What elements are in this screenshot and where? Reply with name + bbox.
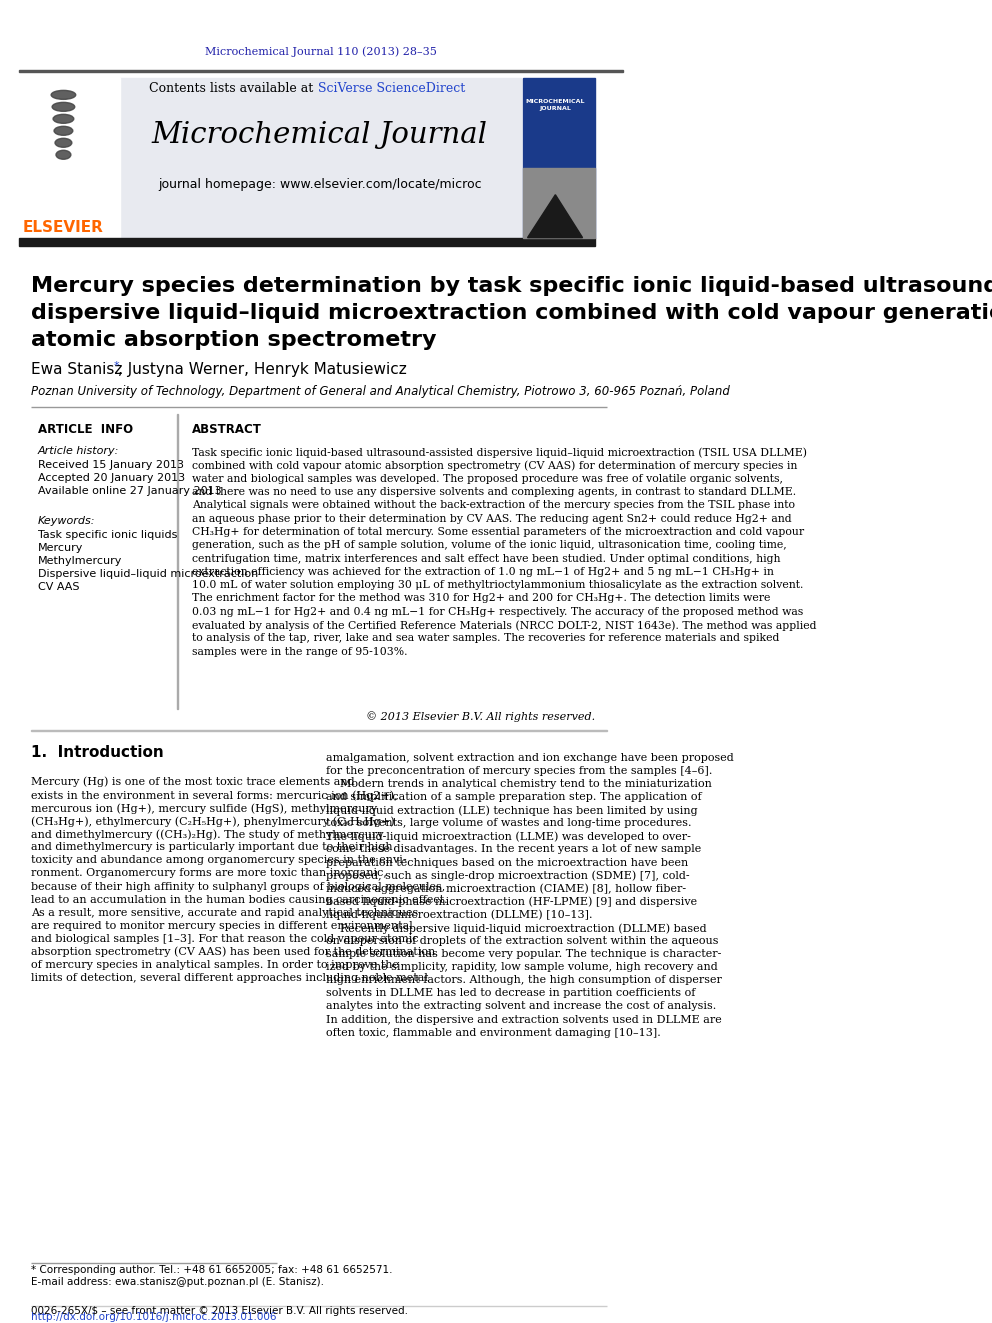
Bar — [523, 78, 595, 238]
Text: As a result, more sensitive, accurate and rapid analytical techniques: As a result, more sensitive, accurate an… — [31, 908, 419, 918]
Text: toxicity and abundance among organomercury species in the envi-: toxicity and abundance among organomercu… — [31, 856, 407, 865]
Text: toxic solvents, large volume of wastes and long-time procedures.: toxic solvents, large volume of wastes a… — [326, 819, 691, 828]
Text: and there was no need to use any dispersive solvents and complexing agents, in c: and there was no need to use any dispers… — [191, 487, 796, 497]
Text: (CH₃Hg+), ethylmercury (C₂H₅Hg+), phenylmercury (C₆H₅Hg+): (CH₃Hg+), ethylmercury (C₂H₅Hg+), phenyl… — [31, 816, 395, 827]
Bar — [20, 78, 120, 238]
Text: because of their high affinity to sulphanyl groups of biological molecules,: because of their high affinity to sulpha… — [31, 881, 445, 892]
Text: SciVerse ScienceDirect: SciVerse ScienceDirect — [318, 82, 465, 95]
Text: absorption spectrometry (CV AAS) has been used for the determination: absorption spectrometry (CV AAS) has bee… — [31, 947, 435, 958]
Text: 10.0 mL of water solution employing 30 μL of methyltrioctylammonium thiosalicyla: 10.0 mL of water solution employing 30 μ… — [191, 581, 803, 590]
Bar — [523, 168, 595, 238]
Text: 0026-265X/$ – see front matter © 2013 Elsevier B.V. All rights reserved.: 0026-265X/$ – see front matter © 2013 El… — [31, 1306, 408, 1316]
Text: Article history:: Article history: — [38, 446, 119, 456]
Text: Task specific ionic liquid-based ultrasound-assisted dispersive liquid–liquid mi: Task specific ionic liquid-based ultraso… — [191, 447, 806, 458]
Text: amalgamation, solvent extraction and ion exchange have been proposed: amalgamation, solvent extraction and ion… — [326, 753, 734, 763]
Text: ABSTRACT: ABSTRACT — [191, 423, 262, 435]
Text: for the preconcentration of mercury species from the samples [4–6].: for the preconcentration of mercury spec… — [326, 766, 712, 777]
Text: CV AAS: CV AAS — [38, 582, 79, 593]
Text: ELSEVIER: ELSEVIER — [23, 220, 104, 235]
Text: Task specific ionic liquids: Task specific ionic liquids — [38, 531, 177, 540]
Ellipse shape — [54, 114, 73, 123]
Text: limits of detection, several different approaches including noble metal: limits of detection, several different a… — [31, 974, 428, 983]
Bar — [120, 78, 521, 238]
Bar — [20, 238, 595, 246]
Text: of mercury species in analytical samples. In order to improve the: of mercury species in analytical samples… — [31, 960, 399, 970]
Text: CH₃Hg+ for determination of total mercury. Some essential parameters of the micr: CH₃Hg+ for determination of total mercur… — [191, 527, 804, 537]
Text: are required to monitor mercury species in different environmental: are required to monitor mercury species … — [31, 921, 413, 931]
Text: and dimethylmercury ((CH₃)₂Hg). The study of methylmercury: and dimethylmercury ((CH₃)₂Hg). The stud… — [31, 830, 384, 840]
Text: Keywords:: Keywords: — [38, 516, 95, 527]
Bar — [20, 70, 623, 71]
Text: In addition, the dispersive and extraction solvents used in DLLME are: In addition, the dispersive and extracti… — [326, 1015, 722, 1024]
Text: * Corresponding author. Tel.: +48 61 6652005; fax: +48 61 6652571.: * Corresponding author. Tel.: +48 61 665… — [31, 1265, 393, 1275]
Text: The liquid-liquid microextraction (LLME) was developed to over-: The liquid-liquid microextraction (LLME)… — [326, 831, 691, 841]
Text: centrifugation time, matrix interferences and salt effect have been studied. Und: centrifugation time, matrix interference… — [191, 553, 780, 564]
Text: liquid-liquid microextraction (DLLME) [10–13].: liquid-liquid microextraction (DLLME) [1… — [326, 910, 593, 921]
Text: atomic absorption spectrometry: atomic absorption spectrometry — [31, 329, 436, 349]
Text: 1.  Introduction: 1. Introduction — [31, 745, 164, 761]
Text: Received 15 January 2013: Received 15 January 2013 — [38, 460, 184, 470]
Text: Dispersive liquid–liquid microextraction: Dispersive liquid–liquid microextraction — [38, 569, 258, 579]
Text: *: * — [114, 361, 120, 372]
Text: Analytical signals were obtained without the back-extraction of the mercury spec: Analytical signals were obtained without… — [191, 500, 795, 511]
Text: Mercury: Mercury — [38, 544, 83, 553]
Text: extraction efficiency was achieved for the extraction of 1.0 ng mL−1 of Hg2+ and: extraction efficiency was achieved for t… — [191, 566, 774, 577]
Text: MICROCHEMICAL
JOURNAL: MICROCHEMICAL JOURNAL — [526, 99, 585, 111]
Text: Poznan University of Technology, Department of General and Analytical Chemistry,: Poznan University of Technology, Departm… — [31, 385, 730, 398]
Text: Modern trends in analytical chemistry tend to the miniaturization: Modern trends in analytical chemistry te… — [326, 779, 712, 789]
Text: liquid-liquid extraction (LLE) technique has been limited by using: liquid-liquid extraction (LLE) technique… — [326, 806, 697, 816]
Text: water and biological samples was developed. The proposed procedure was free of v: water and biological samples was develop… — [191, 474, 783, 484]
Text: sample solution has become very popular. The technique is character-: sample solution has become very popular.… — [326, 949, 721, 959]
Text: exists in the environment in several forms: mercuric ion (Hg2+),: exists in the environment in several for… — [31, 790, 398, 800]
Text: http://dx.doi.org/10.1016/j.microc.2013.01.006: http://dx.doi.org/10.1016/j.microc.2013.… — [31, 1312, 277, 1322]
Text: E-mail address: ewa.stanisz@put.poznan.pl (E. Stanisz).: E-mail address: ewa.stanisz@put.poznan.p… — [31, 1277, 324, 1287]
Text: lead to an accumulation in the human bodies causing carcinogenic effect.: lead to an accumulation in the human bod… — [31, 894, 447, 905]
Text: generation, such as the pH of sample solution, volume of the ionic liquid, ultra: generation, such as the pH of sample sol… — [191, 540, 787, 550]
Text: Microchemical Journal: Microchemical Journal — [152, 120, 488, 148]
Text: The enrichment factor for the method was 310 for Hg2+ and 200 for CH₃Hg+. The de: The enrichment factor for the method was… — [191, 594, 770, 603]
Text: high enrichment factors. Although, the high consumption of disperser: high enrichment factors. Although, the h… — [326, 975, 722, 986]
Text: and dimethylmercury is particularly important due to their high: and dimethylmercury is particularly impo… — [31, 843, 393, 852]
Text: Ewa Stanisz: Ewa Stanisz — [31, 363, 127, 377]
Text: Accepted 20 January 2013: Accepted 20 January 2013 — [38, 474, 185, 483]
Text: Contents lists available at: Contents lists available at — [149, 82, 317, 95]
Text: mercurous ion (Hg+), mercury sulfide (HgS), methylmercury: mercurous ion (Hg+), mercury sulfide (Hg… — [31, 803, 377, 814]
Ellipse shape — [55, 139, 71, 147]
Text: preparation techniques based on the microextraction have been: preparation techniques based on the micr… — [326, 857, 688, 868]
Text: Mercury species determination by task specific ionic liquid-based ultrasound-ass: Mercury species determination by task sp… — [31, 275, 992, 295]
Text: solvents in DLLME has led to decrease in partition coefficients of: solvents in DLLME has led to decrease in… — [326, 988, 695, 999]
Text: combined with cold vapour atomic absorption spectrometry (CV AAS) for determinat: combined with cold vapour atomic absorpt… — [191, 460, 797, 471]
Text: Available online 27 January 2013: Available online 27 January 2013 — [38, 487, 221, 496]
Polygon shape — [528, 194, 582, 238]
Text: , Justyna Werner, Henryk Matusiewicz: , Justyna Werner, Henryk Matusiewicz — [118, 363, 407, 377]
Ellipse shape — [53, 102, 74, 111]
Text: ARTICLE  INFO: ARTICLE INFO — [38, 423, 133, 435]
Text: dispersive liquid–liquid microextraction combined with cold vapour generation: dispersive liquid–liquid microextraction… — [31, 303, 992, 323]
Text: based liquid-phase microextraction (HF-LPME) [9] and dispersive: based liquid-phase microextraction (HF-L… — [326, 897, 697, 908]
Text: Methylmercury: Methylmercury — [38, 556, 122, 566]
Text: and biological samples [1–3]. For that reason the cold vapour atomic: and biological samples [1–3]. For that r… — [31, 934, 419, 943]
Text: often toxic, flammable and environment damaging [10–13].: often toxic, flammable and environment d… — [326, 1028, 661, 1037]
Text: ized by the simplicity, rapidity, low sample volume, high recovery and: ized by the simplicity, rapidity, low sa… — [326, 962, 718, 972]
Text: induced aggregation microextraction (CIAME) [8], hollow fiber-: induced aggregation microextraction (CIA… — [326, 884, 686, 894]
Ellipse shape — [52, 90, 75, 99]
Text: Recently dispersive liquid-liquid microextraction (DLLME) based: Recently dispersive liquid-liquid microe… — [326, 923, 707, 934]
Ellipse shape — [54, 126, 72, 135]
Ellipse shape — [56, 151, 70, 159]
Text: Microchemical Journal 110 (2013) 28–35: Microchemical Journal 110 (2013) 28–35 — [205, 46, 437, 57]
Text: and simplification of a sample preparation step. The application of: and simplification of a sample preparati… — [326, 792, 702, 802]
Text: samples were in the range of 95-103%.: samples were in the range of 95-103%. — [191, 647, 407, 656]
Text: © 2013 Elsevier B.V. All rights reserved.: © 2013 Elsevier B.V. All rights reserved… — [366, 712, 595, 722]
Text: to analysis of the tap, river, lake and sea water samples. The recoveries for re: to analysis of the tap, river, lake and … — [191, 634, 779, 643]
Text: ronment. Organomercury forms are more toxic than inorganic,: ronment. Organomercury forms are more to… — [31, 868, 387, 878]
Text: analytes into the extracting solvent and increase the cost of analysis.: analytes into the extracting solvent and… — [326, 1002, 716, 1012]
Text: journal homepage: www.elsevier.com/locate/microc: journal homepage: www.elsevier.com/locat… — [158, 179, 481, 192]
Text: proposed, such as single-drop microextraction (SDME) [7], cold-: proposed, such as single-drop microextra… — [326, 871, 689, 881]
Text: Mercury (Hg) is one of the most toxic trace elements and: Mercury (Hg) is one of the most toxic tr… — [31, 777, 355, 787]
Text: an aqueous phase prior to their determination by CV AAS. The reducing agent Sn2+: an aqueous phase prior to their determin… — [191, 513, 792, 524]
Text: 0.03 ng mL−1 for Hg2+ and 0.4 ng mL−1 for CH₃Hg+ respectively. The accuracy of t: 0.03 ng mL−1 for Hg2+ and 0.4 ng mL−1 fo… — [191, 607, 803, 617]
Text: evaluated by analysis of the Certified Reference Materials (NRCC DOLT-2, NIST 16: evaluated by analysis of the Certified R… — [191, 620, 816, 631]
Text: on dispersion of droplets of the extraction solvent within the aqueous: on dispersion of droplets of the extract… — [326, 937, 719, 946]
Text: come these disadvantages. In the recent years a lot of new sample: come these disadvantages. In the recent … — [326, 844, 701, 855]
